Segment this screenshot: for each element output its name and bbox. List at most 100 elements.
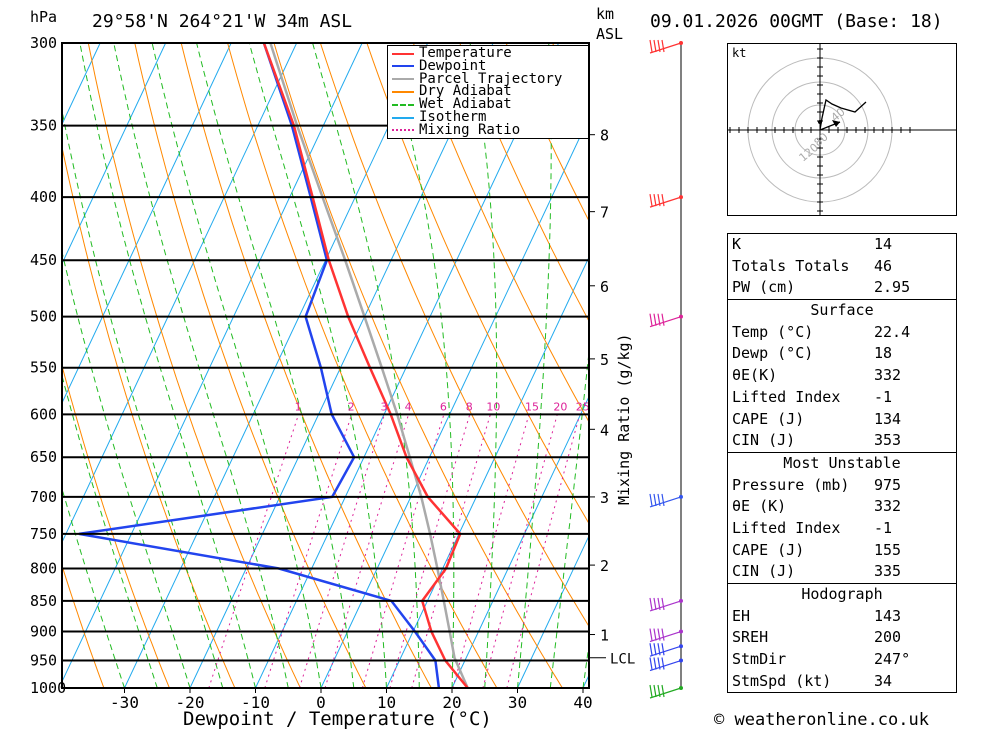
mixing-ratio-label: 10 bbox=[486, 400, 500, 413]
credit-label: © weatheronline.co.uk bbox=[714, 710, 929, 730]
wind-barb-feather bbox=[657, 39, 661, 53]
index-row: EH 143 bbox=[728, 606, 956, 628]
wind-barb-feather bbox=[661, 684, 665, 698]
mixing-ratio-label: 3 bbox=[380, 400, 387, 413]
index-row: CIN (J) 335 bbox=[728, 561, 956, 583]
index-value: 2.95 bbox=[874, 278, 911, 297]
wind-barb-feather bbox=[661, 313, 665, 326]
pressure-tick-label: 800 bbox=[30, 559, 57, 577]
wind-barb-feather bbox=[657, 657, 661, 670]
mixing-ratio-label: 1 bbox=[295, 400, 302, 413]
index-key: Lifted Index bbox=[732, 518, 841, 537]
index-value: 134 bbox=[874, 409, 902, 428]
isotherm-line bbox=[386, 255, 589, 688]
wind-barb-feather bbox=[649, 657, 653, 670]
legend-entry: Mixing Ratio bbox=[392, 123, 520, 137]
wind-barb-feather bbox=[661, 194, 665, 207]
isotherm-line bbox=[255, 43, 560, 688]
wet-adiabat-line bbox=[79, 43, 256, 688]
index-value: 975 bbox=[874, 475, 902, 494]
index-key: EH bbox=[732, 606, 751, 625]
index-row: θE (K) 332 bbox=[728, 496, 956, 518]
index-value: 332 bbox=[874, 497, 902, 516]
index-value: 46 bbox=[874, 256, 893, 275]
index-value: 14 bbox=[874, 235, 893, 253]
legend-swatch bbox=[392, 52, 414, 55]
legend-swatch bbox=[392, 78, 414, 81]
isotherm-line bbox=[320, 116, 589, 688]
index-row: StmDir 247° bbox=[728, 649, 956, 671]
dry-adiabat-line bbox=[412, 43, 589, 423]
dry-adiabat-line bbox=[273, 43, 563, 688]
indices-most-unstable: Most Unstable Pressure (mb) 975 θE (K) 332 L… bbox=[728, 451, 956, 583]
index-row: Pressure (mb) 975 bbox=[728, 475, 956, 497]
wind-barb-staff bbox=[649, 600, 682, 612]
index-value: 155 bbox=[874, 540, 902, 559]
x-tick-label: -10 bbox=[241, 693, 270, 712]
wind-barb bbox=[649, 493, 682, 508]
wind-barb-feather bbox=[657, 313, 661, 326]
isotherm-line bbox=[124, 43, 429, 688]
wind-barb-feather bbox=[661, 657, 665, 670]
mixing-ratio-axis-label: Mixing Ratio (g/kg) bbox=[615, 333, 633, 505]
mixing-ratio-line bbox=[264, 414, 353, 688]
pressure-tick-label: 500 bbox=[30, 308, 57, 326]
x-tick-label: 0 bbox=[316, 693, 326, 712]
index-row: CAPE (J) 155 bbox=[728, 540, 956, 562]
dry-adiabat-line bbox=[459, 43, 589, 323]
index-key: θE(K) bbox=[732, 366, 778, 385]
legend-swatch bbox=[392, 90, 414, 93]
mixing-ratio-label: 25 bbox=[576, 400, 590, 413]
wind-barb-feather bbox=[649, 313, 653, 326]
wind-barb-staff bbox=[649, 496, 682, 508]
dry-adiabat-line bbox=[62, 564, 105, 688]
index-row: θE(K) 332 bbox=[728, 365, 956, 387]
index-row: CIN (J) 353 bbox=[728, 430, 956, 452]
wind-barb-feather bbox=[649, 643, 653, 656]
hodograph-trace bbox=[819, 98, 867, 131]
wind-barb-staff bbox=[649, 196, 682, 208]
dry-adiabat-line bbox=[62, 144, 236, 688]
height-tick-label: 7 bbox=[600, 204, 609, 222]
index-value: 247° bbox=[874, 650, 911, 669]
pressure-tick-label: 650 bbox=[30, 448, 57, 466]
mixing-ratio-label: 4 bbox=[405, 400, 412, 413]
x-tick-label: 20 bbox=[442, 693, 461, 712]
wind-barb-feather bbox=[653, 657, 657, 670]
x-tick-label: 10 bbox=[377, 693, 396, 712]
index-key: K bbox=[732, 235, 742, 253]
wet-adiabat-line bbox=[151, 43, 322, 688]
isotherm-line bbox=[189, 43, 494, 688]
legend-swatch bbox=[392, 65, 414, 68]
legend-entry: Parcel Trajectory bbox=[392, 72, 562, 86]
wind-barb-feather bbox=[653, 643, 657, 656]
wind-barb-feather bbox=[653, 628, 657, 641]
index-row: Dewp (°C) 18 bbox=[728, 343, 956, 365]
index-key: StmDir bbox=[732, 650, 787, 669]
mixing-ratio-label: 2 bbox=[348, 400, 355, 413]
hodograph-unit: kt bbox=[732, 46, 747, 60]
legend-label: Temperature bbox=[419, 45, 512, 61]
dry-adiabat-line bbox=[970, 43, 1000, 688]
wind-barb-feather bbox=[653, 493, 657, 507]
pressure-tick-label: 700 bbox=[30, 488, 57, 506]
legend-label: Wet Adiabat bbox=[419, 96, 512, 113]
dry-adiabat-line bbox=[366, 43, 589, 525]
pressure-tick-label: 400 bbox=[30, 188, 57, 206]
index-value: 332 bbox=[874, 366, 902, 385]
indices-table: K 14 Totals Totals 46 PW (cm) 2.95 Surface Te… bbox=[727, 233, 957, 694]
wind-barb bbox=[649, 313, 682, 328]
wind-barb-feather bbox=[653, 597, 657, 611]
wet-adiabat-line bbox=[62, 374, 158, 688]
index-row: CAPE (J) 134 bbox=[728, 409, 956, 431]
height-tick-label: 1 bbox=[600, 627, 609, 645]
wind-barb bbox=[649, 643, 682, 657]
wind-barb-feather bbox=[649, 628, 653, 641]
wet-adiabat-line bbox=[469, 43, 498, 688]
dewpoint-line bbox=[78, 43, 441, 688]
mixing-ratio-line bbox=[299, 414, 385, 688]
wind-barb-feather bbox=[657, 597, 661, 611]
index-key: Temp (°C) bbox=[732, 322, 814, 341]
hodograph-dot bbox=[818, 120, 822, 124]
index-row: K 14 bbox=[728, 234, 956, 256]
